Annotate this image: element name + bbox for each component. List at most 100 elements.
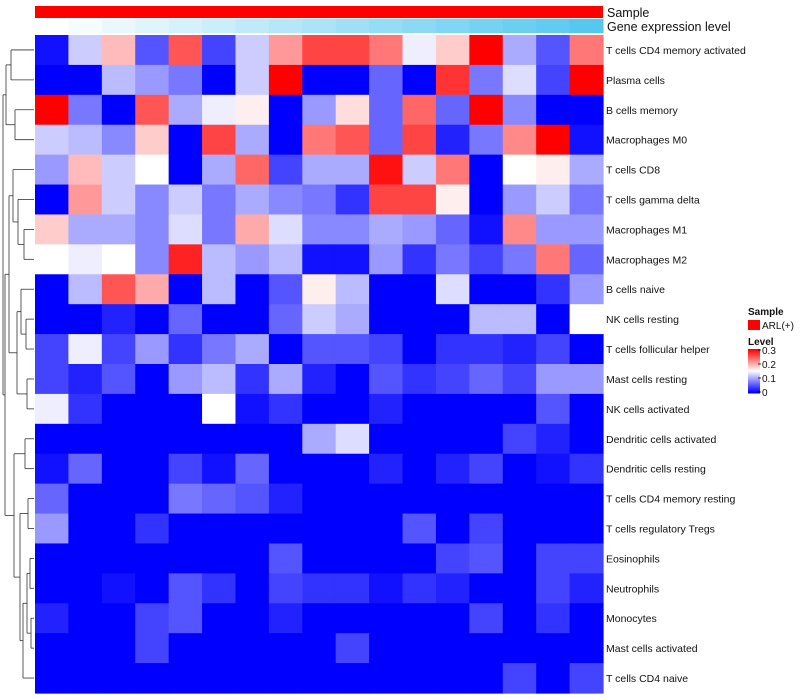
heatmap-cell (469, 453, 504, 485)
heatmap-cell (402, 603, 437, 634)
heatmap-cell (168, 334, 203, 365)
heatmap-cell (335, 154, 370, 186)
legend-gradient-step (748, 385, 760, 387)
heatmap-cell (402, 334, 437, 365)
heatmap-cell (101, 633, 136, 664)
heatmap-cell (268, 244, 303, 275)
heatmap-cell (469, 573, 504, 604)
heatmap-cell (502, 513, 537, 545)
heatmap-cell (135, 214, 170, 245)
heatmap-cell (202, 483, 237, 515)
heatmap-cell (68, 423, 103, 455)
heatmap-cell (302, 663, 337, 694)
heatmap-cell (435, 513, 470, 545)
heatmap-cell (302, 35, 337, 66)
heatmap-cell (101, 94, 136, 126)
heatmap-cell (369, 453, 404, 485)
heatmap-cell (369, 393, 404, 425)
heatmap-cell (68, 214, 103, 245)
heatmap-cell (369, 124, 404, 156)
row-label: T cells CD4 memory activated (606, 45, 746, 57)
heatmap-cell (235, 94, 270, 126)
heatmap-cell (402, 453, 437, 485)
heatmap-cell (369, 244, 404, 275)
heatmap-cell (268, 35, 303, 66)
heatmap-cell (101, 274, 136, 305)
heatmap-cell (569, 334, 604, 365)
heatmap-cell (135, 35, 170, 66)
heatmap-cell (135, 513, 170, 545)
heatmap-cell (235, 184, 270, 216)
heatmap-cell (35, 274, 70, 305)
heatmap-cell (202, 274, 237, 305)
heatmap-cell (502, 573, 537, 604)
legend-gradient-step (748, 375, 760, 377)
heatmap-cell (536, 633, 571, 664)
expression-annotation-cell (402, 19, 437, 33)
heatmap-cell (402, 214, 437, 245)
heatmap-cell (469, 393, 504, 425)
legend-tick-label: 0.2 (762, 360, 776, 371)
heatmap-cell (469, 334, 504, 365)
heatmap-cell (469, 64, 504, 96)
heatmap-cell (202, 663, 237, 694)
heatmap-cell (135, 124, 170, 156)
heatmap-cell (168, 214, 203, 245)
heatmap-cell (335, 304, 370, 335)
sample-annotation-label: Sample (607, 6, 649, 20)
heatmap-cell (335, 393, 370, 425)
heatmap-cell (101, 154, 136, 186)
legend-gradient-step (748, 391, 760, 393)
legend-gradient-step (748, 373, 760, 375)
heatmap-cell (502, 94, 537, 126)
heatmap-cell (202, 244, 237, 275)
heatmap-cell (335, 274, 370, 305)
heatmap-cell (101, 453, 136, 485)
heatmap-cell (469, 663, 504, 694)
heatmap-cell (68, 393, 103, 425)
heatmap-cell (135, 94, 170, 126)
heatmap-cell (268, 184, 303, 216)
legend-tick-label: 0.1 (762, 374, 776, 385)
heatmap-cell (268, 154, 303, 186)
heatmap-cell (469, 244, 504, 275)
heatmap-cell (202, 94, 237, 126)
heatmap-cell (202, 453, 237, 485)
legend-gradient-step (748, 386, 760, 388)
heatmap-cell (469, 633, 504, 664)
legend-tick-label: 0.3 (762, 346, 776, 357)
heatmap-cell (235, 603, 270, 634)
expression-annotation-cell (268, 19, 303, 33)
legend-gradient-step (748, 365, 760, 367)
legend-gradient-step (748, 364, 760, 366)
heatmap-cell (268, 304, 303, 335)
heatmap-cell (202, 214, 237, 245)
row-label: T cells CD8 (606, 165, 660, 177)
legend-gradient-step (748, 370, 760, 372)
heatmap-cell (536, 423, 571, 455)
row-dendrogram (2, 49, 34, 679)
heatmap-cell (235, 393, 270, 425)
heatmap-cell (35, 94, 70, 126)
heatmap-cell (402, 393, 437, 425)
expression-annotation-label: Gene expression level (607, 20, 731, 34)
heatmap-cell (536, 364, 571, 395)
heatmap-cell (502, 603, 537, 634)
legend-gradient-step (748, 357, 760, 359)
heatmap-cell (469, 304, 504, 335)
heatmap-cell (168, 274, 203, 305)
heatmap-cell (369, 334, 404, 365)
row-label: T cells CD4 memory resting (606, 494, 735, 506)
heatmap-cell (335, 513, 370, 545)
heatmap-cell (101, 543, 136, 574)
heatmap-cell (302, 124, 337, 156)
legend-gradient-step (748, 376, 760, 378)
heatmap-cell (68, 453, 103, 485)
heatmap-cell (369, 35, 404, 66)
heatmap-cell (536, 244, 571, 275)
heatmap-cell (101, 124, 136, 156)
row-label: Monocytes (606, 613, 657, 625)
heatmap-cell (402, 364, 437, 395)
heatmap-cell (435, 483, 470, 515)
